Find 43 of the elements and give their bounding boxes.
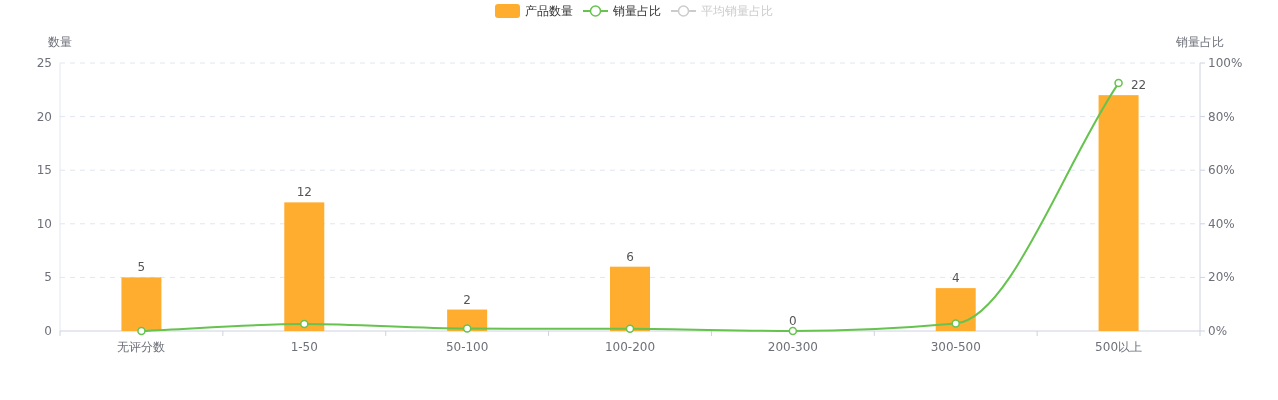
data-label: 6 [626, 249, 634, 264]
x-tick-label: 50-100 [445, 340, 489, 354]
data-label: 12 [296, 185, 312, 200]
x-tick-label: 200-300 [767, 340, 818, 354]
point [951, 319, 960, 328]
point [300, 319, 309, 329]
point [137, 326, 146, 336]
point [462, 324, 472, 333]
y-tick-label: 5 [44, 270, 52, 285]
data-label: 4 [951, 271, 960, 286]
y2-tick-label: 20% [1208, 270, 1235, 285]
x-tick-label: 无评分数 [117, 340, 166, 354]
x-tick-label: 100-200 [604, 340, 656, 354]
data-label: 0 [789, 314, 797, 328]
bar [935, 288, 976, 331]
y-tick-label: 10 [36, 216, 52, 231]
y-tick-label: 25 [36, 56, 52, 70]
bar [121, 277, 162, 331]
bar [610, 266, 650, 331]
y2-tick-label: 0% [1208, 324, 1228, 338]
产品数量: 5 12 2 6 0 4 22 [121, 78, 1147, 331]
x-tick-label: 1-50 [290, 340, 318, 354]
y-tick-label: 0 [44, 324, 52, 338]
bar [284, 202, 325, 331]
bar [1098, 95, 1139, 331]
x-tick-label: 500以上 [1095, 340, 1143, 354]
y-tick-label: 15 [36, 163, 52, 178]
legend-label: 产品数量 [525, 4, 573, 18]
y2-tick-label: 60% [1208, 163, 1235, 178]
x-tick-label: 300-500 [930, 340, 981, 354]
data-label: 2 [463, 292, 471, 307]
data-label: 5 [137, 260, 146, 275]
legend-label: 销量占比 [612, 4, 661, 18]
y-axis-title: 数量 [48, 35, 72, 49]
y2-axis-title: 销量占比 [1175, 35, 1224, 49]
y-tick-label: 20 [36, 109, 52, 124]
data-label: 22 [1130, 78, 1147, 93]
point [788, 326, 798, 336]
y2-tick-label: 80% [1208, 109, 1235, 124]
y2-tick-label: 100% [1208, 56, 1243, 70]
point [1114, 78, 1123, 88]
y2-tick-label: 40% [1208, 216, 1235, 231]
point [625, 324, 635, 334]
